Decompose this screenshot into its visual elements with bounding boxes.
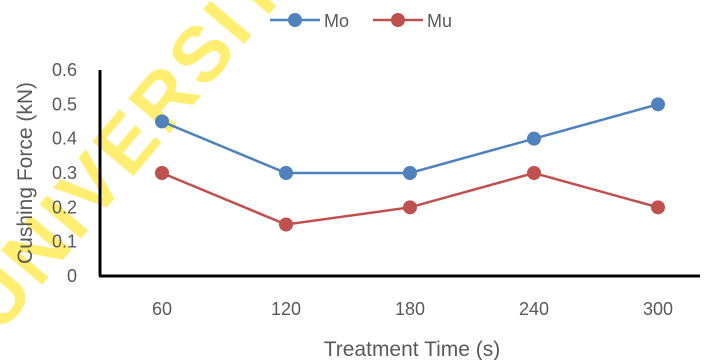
chart-legend: Mo Mu (270, 11, 452, 31)
data-point-mu (403, 200, 417, 215)
y-tick-label: 0.4 (52, 129, 77, 149)
chart-axes (98, 70, 700, 278)
series-layer (155, 97, 665, 232)
data-point-mu (651, 200, 665, 215)
y-tick-label: 0 (67, 266, 77, 286)
legend-marker-mo (288, 13, 302, 27)
x-tick-label: 120 (271, 299, 301, 319)
data-point-mo (403, 166, 417, 180)
legend-marker-mu (391, 13, 405, 27)
series-line-mu (161, 171, 659, 226)
y-axis-tick-labels: 0 0.1 0.2 0.3 0.4 0.5 0.6 (52, 60, 77, 286)
series-mo (155, 97, 665, 180)
data-point-mo (527, 131, 541, 146)
y-axis-title: Cushing Force (kN) (14, 82, 37, 264)
x-tick-label: 180 (395, 299, 425, 319)
series-line-mo (161, 103, 659, 175)
data-point-mo (155, 114, 169, 129)
data-point-mo (279, 166, 293, 180)
series-mu (155, 166, 665, 232)
x-tick-label: 300 (643, 299, 673, 319)
data-point-mu (279, 217, 293, 232)
data-point-mo (651, 97, 665, 112)
x-axis-tick-labels: 60 120 180 240 300 (152, 299, 673, 319)
legend-item-mu: Mu (373, 11, 452, 31)
x-tick-label: 240 (519, 299, 549, 319)
x-axis-title: Treatment Time (s) (324, 338, 501, 360)
y-tick-label: 0.1 (52, 232, 77, 252)
data-point-mu (527, 166, 541, 180)
x-tick-label: 60 (152, 299, 172, 319)
y-tick-label: 0.2 (52, 197, 77, 217)
legend-item-mo: Mo (270, 11, 349, 31)
data-point-mu (155, 166, 169, 180)
y-tick-label: 0.5 (52, 94, 77, 114)
legend-label-mo: Mo (324, 11, 349, 31)
legend-label-mu: Mu (427, 11, 452, 31)
y-tick-label: 0.6 (52, 60, 77, 80)
y-tick-label: 0.3 (52, 163, 77, 183)
